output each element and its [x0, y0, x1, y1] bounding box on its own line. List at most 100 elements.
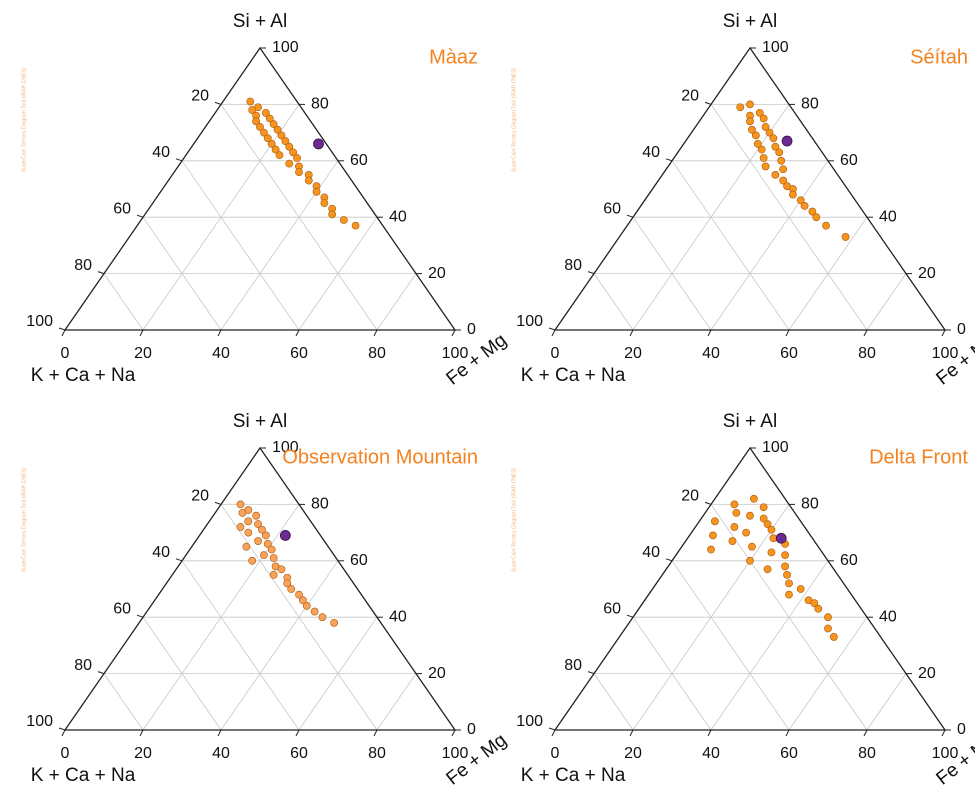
data-point	[339, 216, 348, 224]
data-point	[244, 528, 253, 537]
right-tick-label: 40	[389, 208, 407, 225]
data-point	[841, 233, 850, 241]
data-point	[328, 210, 337, 219]
left-tick-label: 80	[74, 657, 92, 674]
data-point	[769, 134, 778, 143]
panel-title: Séítah	[910, 46, 968, 68]
tick-mark	[451, 729, 456, 737]
tick-mark	[175, 558, 183, 562]
data-point	[796, 585, 805, 593]
bottom-tick-label: 40	[702, 345, 720, 362]
mean-point	[775, 532, 787, 544]
data-point	[785, 590, 793, 599]
left-tick-label: 100	[26, 313, 53, 330]
ternary-panel: 100 80 60 40 20 0 0 20 40 60 80 100 20 40 60 80 100 Si + …	[21, 411, 511, 789]
grid-line	[866, 673, 907, 731]
bottom-tick-label: 0	[551, 745, 560, 762]
data-point	[267, 139, 276, 148]
grid-line	[593, 673, 634, 731]
data-point	[808, 207, 817, 216]
data-point	[244, 517, 253, 526]
tick-mark	[629, 329, 634, 337]
data-point	[320, 199, 329, 207]
data-point	[789, 190, 797, 199]
ternary-panel: 100 80 60 40 20 0 0 20 40 60 80 100 20 40 60 80 100 Si + …	[511, 411, 975, 789]
data-point	[746, 117, 754, 126]
tick-mark	[704, 101, 712, 105]
panel-title: Observation Mountain	[282, 446, 478, 468]
left-tick-label: 80	[74, 257, 92, 274]
data-point	[298, 596, 307, 605]
tick-mark	[373, 729, 378, 737]
right-tick-label: 40	[879, 208, 897, 225]
data-point	[261, 531, 270, 540]
left-tick-label: 40	[152, 144, 170, 161]
data-point	[295, 168, 303, 176]
data-point	[248, 556, 257, 565]
left-tick-label: 100	[516, 313, 543, 330]
data-point	[318, 613, 327, 622]
ternary-panel: 100 80 60 40 20 0 0 20 40 60 80 100 20 40 60 80 100 Si + …	[511, 11, 975, 389]
right-tick-label: 60	[350, 552, 368, 569]
tick-mark	[214, 101, 222, 105]
data-point	[269, 571, 278, 579]
bottom-tick-label: 100	[932, 345, 959, 362]
bottom-tick-label: 20	[624, 745, 642, 762]
right-tick-label: 100	[272, 39, 299, 56]
data-point	[777, 156, 786, 165]
data-point	[775, 148, 784, 157]
data-point	[295, 590, 303, 599]
grid-line	[376, 273, 417, 331]
tick-mark	[217, 329, 222, 337]
data-point	[763, 520, 772, 529]
grid-line	[376, 673, 417, 731]
grid-line	[103, 673, 144, 731]
data-point	[757, 145, 766, 154]
tick-mark	[61, 729, 66, 737]
data-point	[822, 221, 830, 230]
mean-point	[313, 138, 324, 150]
right-tick-label: 40	[879, 608, 897, 625]
grid-line	[220, 560, 339, 731]
right-tick-label: 60	[840, 152, 858, 169]
data-point	[748, 125, 756, 134]
tick-mark	[139, 329, 144, 337]
tick-mark	[139, 729, 144, 737]
tick-mark	[214, 501, 222, 505]
data-point	[800, 202, 809, 210]
data-point	[750, 494, 758, 503]
grid-line	[220, 104, 378, 331]
watermark: SuperCam Ternary Diagram Tool (IRAP-CNES…	[21, 67, 27, 172]
data-point	[824, 613, 832, 622]
tick-mark	[707, 729, 712, 737]
right-tick-label: 100	[762, 39, 789, 56]
vertex-label: Si + Al	[233, 411, 287, 432]
data-point	[763, 565, 772, 574]
bottom-tick-label: 0	[551, 345, 560, 362]
grid-line	[671, 560, 790, 731]
tick-mark	[548, 727, 556, 731]
data-point	[285, 159, 294, 168]
bottom-tick-label: 60	[780, 745, 798, 762]
vertex-label: Si + Al	[723, 11, 777, 32]
tick-mark	[704, 501, 712, 505]
data-point	[287, 585, 296, 593]
data-point	[732, 508, 741, 517]
right-tick-label: 80	[311, 496, 329, 513]
grid-line	[710, 160, 829, 331]
watermark: SuperCam Ternary Diagram Tool (IRAP-CNES…	[21, 467, 27, 572]
data-point	[302, 602, 311, 610]
left-tick-label: 80	[564, 257, 582, 274]
tick-mark	[451, 329, 456, 337]
data-point	[761, 162, 770, 171]
grid-line	[710, 504, 868, 731]
bottom-tick-label: 80	[858, 345, 876, 362]
tick-mark	[941, 329, 946, 337]
data-point	[281, 137, 290, 145]
bottom-tick-label: 100	[442, 345, 469, 362]
bottom-tick-label: 100	[442, 745, 469, 762]
tick-mark	[587, 271, 595, 275]
data-point	[783, 571, 791, 579]
vertex-label: Si + Al	[723, 411, 777, 432]
data-point	[238, 508, 247, 517]
